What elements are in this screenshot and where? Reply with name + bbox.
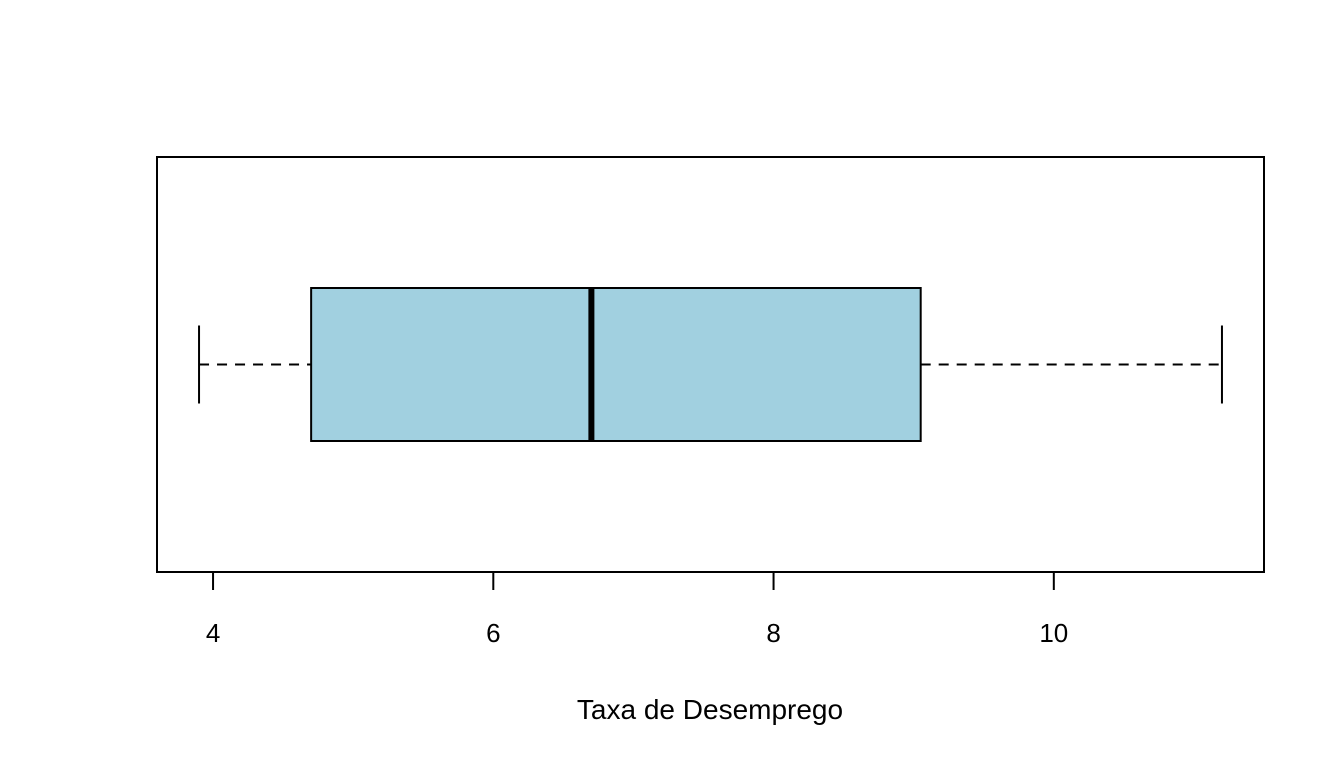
x-tick-label: 10 [1039, 618, 1068, 648]
x-tick-label: 8 [766, 618, 780, 648]
x-tick-label: 6 [486, 618, 500, 648]
x-tick-label: 4 [206, 618, 220, 648]
interquartile-box [310, 287, 922, 442]
x-axis-title: Taxa de Desemprego [577, 694, 843, 725]
box-plot [198, 287, 1223, 442]
x-axis: 4 6 8 10 [206, 571, 1068, 648]
